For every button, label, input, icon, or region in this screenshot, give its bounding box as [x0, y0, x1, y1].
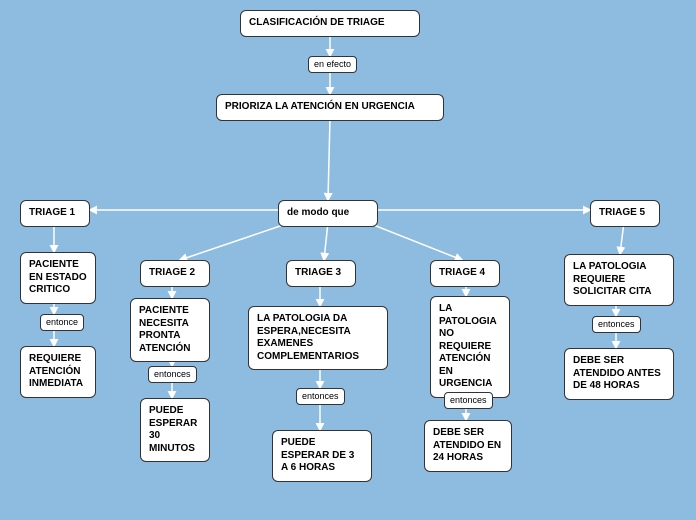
label-t5: entonces: [592, 316, 641, 333]
node-root: CLASIFICACIÓN DE TRIAGE: [240, 10, 420, 37]
node-t3: TRIAGE 3: [286, 260, 356, 287]
node-t2: TRIAGE 2: [140, 260, 210, 287]
node-t5: TRIAGE 5: [590, 200, 660, 227]
node-t2b: PUEDE ESPERAR 30 MINUTOS: [140, 398, 210, 462]
node-t1a: PACIENTE EN ESTADO CRITICO: [20, 252, 96, 304]
node-t4a: LA PATOLOGIA NO REQUIERE ATENCIÓN EN URG…: [430, 296, 510, 398]
label-t3: entonces: [296, 388, 345, 405]
node-prioriza: PRIORIZA LA ATENCIÓN EN URGENCIA: [216, 94, 444, 121]
node-t3a: LA PATOLOGIA DA ESPERA,NECESITA EXAMENES…: [248, 306, 388, 370]
label-en-efecto: en efecto: [308, 56, 357, 73]
node-t1: TRIAGE 1: [20, 200, 90, 227]
label-t4: entonces: [444, 392, 493, 409]
node-demodo: de modo que: [278, 200, 378, 227]
label-t1: entonce: [40, 314, 84, 331]
node-t5a: LA PATOLOGIA REQUIERE SOLICITAR CITA: [564, 254, 674, 306]
node-t1b: REQUIERE ATENCIÓN INMEDIATA: [20, 346, 96, 398]
node-t4b: DEBE SER ATENDIDO EN 24 HORAS: [424, 420, 512, 472]
label-t2: entonces: [148, 366, 197, 383]
node-t2a: PACIENTE NECESITA PRONTA ATENCIÓN: [130, 298, 210, 362]
node-t4: TRIAGE 4: [430, 260, 500, 287]
node-t3b: PUEDE ESPERAR DE 3 A 6 HORAS: [272, 430, 372, 482]
node-t5b: DEBE SER ATENDIDO ANTES DE 48 HORAS: [564, 348, 674, 400]
